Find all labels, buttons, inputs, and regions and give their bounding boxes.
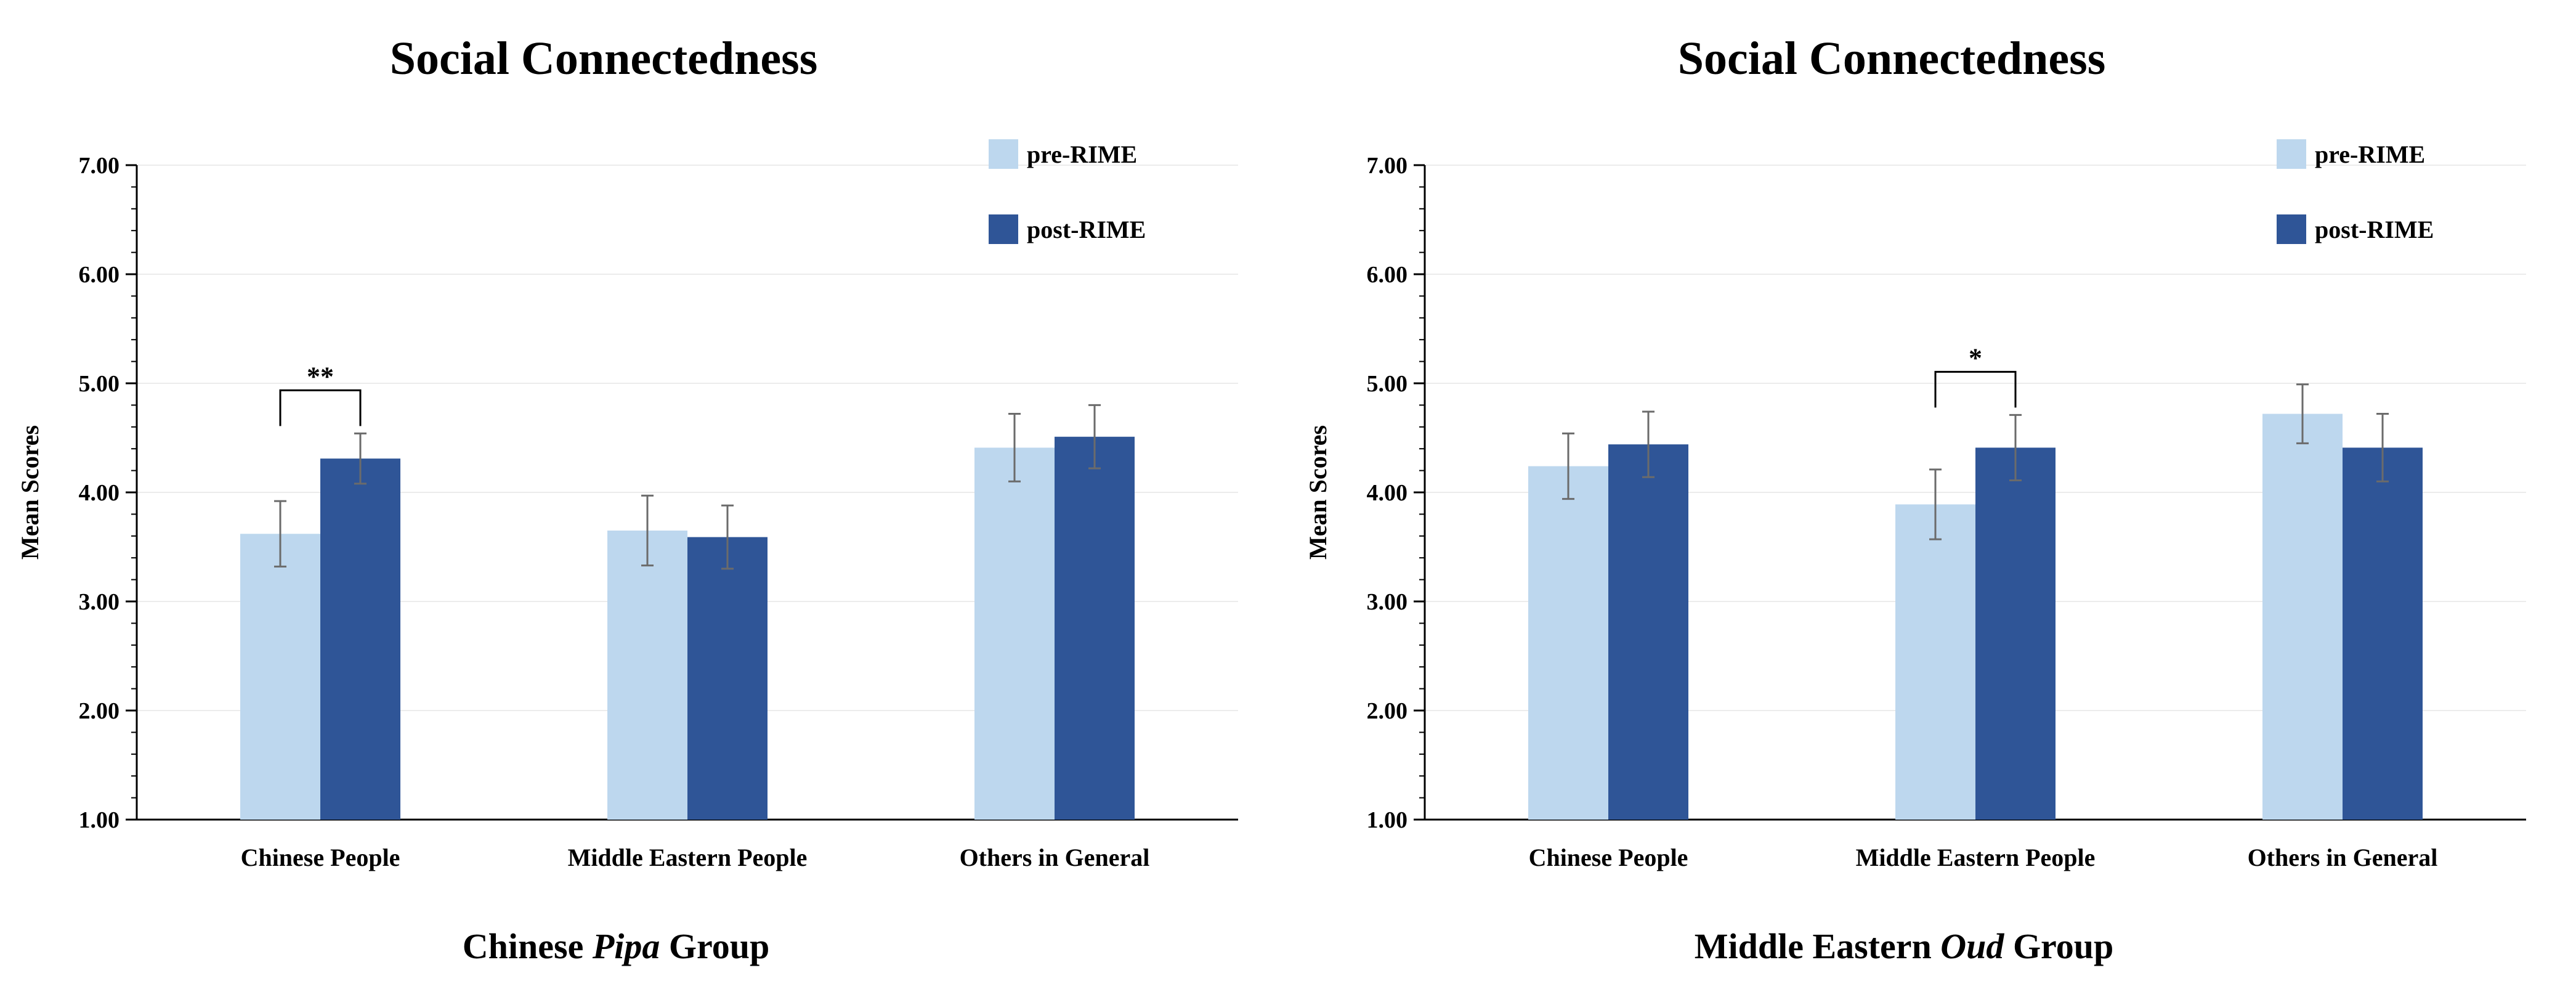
- group-label-italic: Pipa: [592, 926, 660, 966]
- chart-panel-pipa: Social Connectedness 1.00 2.00 3.00 4.00 5.00…: [16, 33, 1238, 966]
- group-label: Middle Eastern Oud Group: [1695, 926, 2114, 966]
- significance-marker: *: [1969, 343, 1982, 373]
- legend-swatch-post-rime: [2277, 214, 2306, 244]
- y-tick-label: 5.00: [1367, 371, 1408, 397]
- y-tick-label: 1.00: [79, 807, 120, 833]
- y-tick-label: 5.00: [79, 371, 120, 397]
- significance-marker: **: [307, 361, 334, 391]
- x-category-label-1: Middle Eastern People: [568, 844, 808, 871]
- y-tick-label: 2.00: [1367, 698, 1408, 724]
- group-label-italic: Oud: [1940, 926, 2004, 966]
- y-tick-label: 1.00: [1367, 807, 1408, 833]
- y-tick-label: 4.00: [1367, 480, 1408, 506]
- chart-oud-svg: Social Connectedness 1.00 2.00 3.00 4.00 5.00…: [1304, 33, 2526, 966]
- y-tick-label: 2.00: [79, 698, 120, 724]
- significance-bracket: [279, 389, 362, 426]
- chart-title: Social Connectedness: [390, 33, 818, 84]
- group-label: Chinese Pipa Group: [463, 926, 769, 966]
- legend-label-pre-rime: pre-RIME: [2315, 141, 2425, 168]
- y-tick-label: 6.00: [1367, 262, 1408, 288]
- legend-swatch-post-rime: [989, 214, 1018, 244]
- chart-panel-oud: Social Connectedness 1.00 2.00 3.00 4.00 5.00…: [1288, 0, 2576, 1002]
- x-category-label-1: Middle Eastern People: [1856, 844, 2096, 871]
- y-tick-label: 7.00: [79, 153, 120, 179]
- bar-pre-rime-1: [607, 530, 687, 820]
- chart-pipa-svg: Social Connectedness 1.00 2.00 3.00 4.00 5.00…: [16, 33, 1238, 966]
- y-tick-label: 3.00: [79, 589, 120, 615]
- bar-pre-rime-2: [974, 447, 1055, 820]
- y-axis-label: Mean Scores: [16, 425, 44, 560]
- y-axis-label: Mean Scores: [1304, 425, 1332, 560]
- group-label-suffix: Group: [2004, 926, 2113, 966]
- x-category-label-0: Chinese People: [1529, 844, 1688, 871]
- bar-pre-rime-0: [240, 534, 320, 820]
- bar-post-rime-1: [1975, 447, 2056, 820]
- bar-post-rime-0: [320, 458, 400, 820]
- chart-title: Social Connectedness: [1678, 33, 2106, 84]
- y-tick-label: 7.00: [1367, 153, 1408, 179]
- bar-post-rime-2: [2343, 447, 2423, 820]
- y-tick-label: 6.00: [79, 262, 120, 288]
- y-tick-label: 3.00: [1367, 589, 1408, 615]
- bar-pre-rime-1: [1895, 504, 1975, 820]
- bar-pre-rime-0: [1528, 466, 1608, 820]
- bar-post-rime-1: [687, 537, 768, 820]
- y-tick-label: 4.00: [79, 480, 120, 506]
- group-label-prefix: Middle Eastern: [1695, 926, 1941, 966]
- group-label-prefix: Chinese: [463, 926, 593, 966]
- significance-bracket: [1934, 370, 2017, 408]
- group-label-suffix: Group: [660, 926, 769, 966]
- x-category-label-2: Others in General: [2248, 844, 2438, 871]
- x-category-label-2: Others in General: [960, 844, 1150, 871]
- legend-swatch-pre-rime: [2277, 139, 2306, 169]
- bar-post-rime-0: [1608, 444, 1688, 820]
- bar-post-rime-2: [1055, 436, 1135, 820]
- x-category-label-0: Chinese People: [241, 844, 400, 871]
- legend-label-post-rime: post-RIME: [2315, 216, 2434, 243]
- bar-pre-rime-2: [2262, 413, 2343, 820]
- legend-swatch-pre-rime: [989, 139, 1018, 169]
- legend-label-post-rime: post-RIME: [1027, 216, 1146, 243]
- legend-label-pre-rime: pre-RIME: [1027, 141, 1137, 168]
